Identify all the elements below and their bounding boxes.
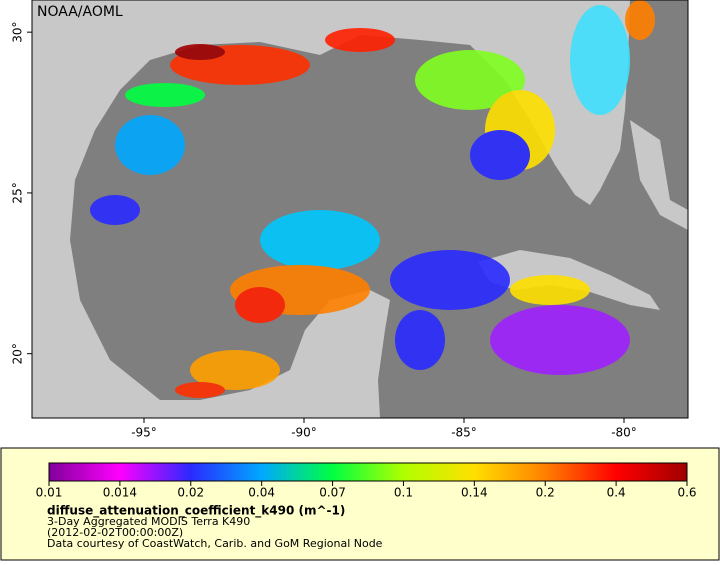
bahamas	[630, 120, 688, 230]
axes: -95° -90° -85° -80° 20° 25° 30°	[11, 22, 637, 440]
colorbar-tick-label: 0.2	[536, 486, 555, 500]
colorbar-tick-label: 0.14	[461, 486, 488, 500]
credit: Data courtesy of CoastWatch, Carib. and …	[47, 537, 383, 550]
variable-name: diffuse_attenuation_coefficient_k490 (m^…	[47, 504, 345, 519]
map-frame	[31, 0, 689, 419]
colorbar-ticks: 0.01 0.014 0.02 0.04 0.07 0.1 0.14 0.2 0.4 0.6	[36, 481, 697, 500]
x-tick-label: -95°	[131, 426, 157, 440]
colorbar	[48, 462, 688, 482]
colorbar-tick-label: 0.014	[103, 486, 137, 500]
y-tick-label: 20°	[11, 343, 25, 364]
k490-imagery	[90, 0, 655, 398]
colorbar-tick-label: 0.4	[607, 486, 626, 500]
colorbar-tick-label: 0.1	[394, 486, 413, 500]
map-title: NOAA/AOML	[37, 4, 123, 20]
map-area	[32, 0, 688, 418]
colorbar-tick-label: 0.04	[248, 486, 275, 500]
colorbar-tick-label: 0.01	[36, 486, 63, 500]
y-tick-label: 25°	[11, 182, 25, 203]
y-tick-label: 30°	[11, 22, 25, 43]
colorbar-tick-label: 0.02	[177, 486, 204, 500]
colorbar-tick-label: 0.07	[319, 486, 346, 500]
colorbar-tick-label: 0.6	[677, 486, 696, 500]
x-tick-label: -80°	[611, 426, 637, 440]
time: (2012-02-02T00:00:00Z)	[47, 526, 183, 539]
x-tick-label: -85°	[451, 426, 477, 440]
description: 3-Day Aggregated MODIS Terra K490	[47, 515, 250, 528]
title-backdrop	[32, 0, 132, 24]
x-tick-label: -90°	[291, 426, 317, 440]
